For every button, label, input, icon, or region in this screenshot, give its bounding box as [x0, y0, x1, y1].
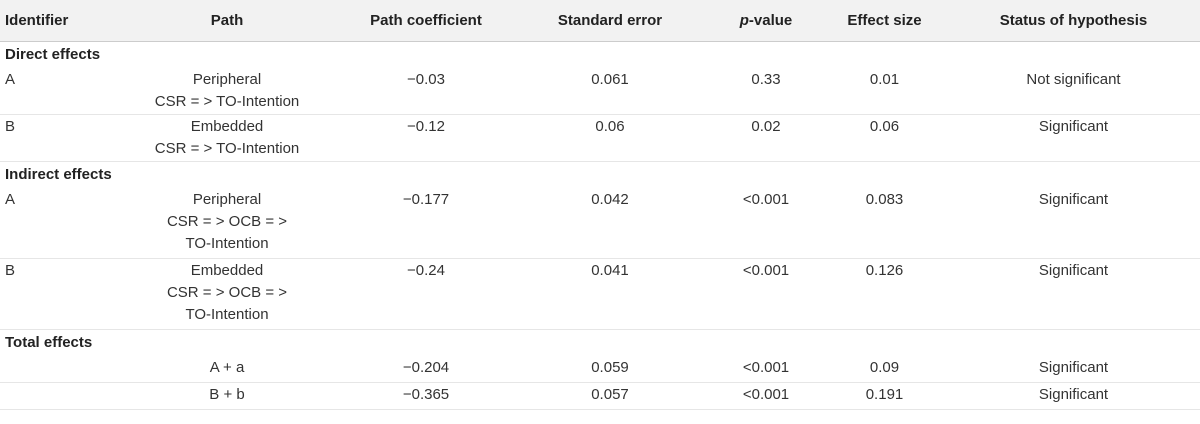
path-line: B + b [209, 386, 245, 403]
cell-standard-error: 0.042 [510, 188, 710, 259]
cell-standard-error: 0.061 [510, 68, 710, 115]
path-line: CSR = > OCB = > [166, 213, 288, 230]
cell-p-value: <0.001 [710, 382, 822, 410]
header-path: Path [112, 0, 342, 42]
section-row-indirect: Indirect effects [0, 162, 1200, 189]
cell-path-coefficient: −0.12 [342, 114, 510, 162]
table-row: B + b −0.365 0.057 <0.001 0.191 Signific… [0, 382, 1200, 410]
cell-identifier [0, 382, 112, 410]
header-standard-error: Standard error [510, 0, 710, 42]
cell-effect-size: 0.01 [822, 68, 947, 115]
header-p-value-rest: -value [748, 11, 793, 29]
section-row-total: Total effects [0, 330, 1200, 357]
table-row: A + a −0.204 0.059 <0.001 0.09 Significa… [0, 356, 1200, 383]
header-p-value-italic: p [739, 11, 749, 29]
cell-p-value: <0.001 [710, 356, 822, 383]
cell-effect-size: 0.06 [822, 114, 947, 162]
cell-path: Peripheral CSR = > OCB = > TO-Intention [112, 188, 342, 259]
table-row: A Peripheral CSR = > OCB = > TO-Intentio… [0, 188, 1200, 259]
cell-identifier: B [0, 114, 112, 162]
cell-effect-size: 0.083 [822, 188, 947, 259]
cell-p-value: 0.02 [710, 114, 822, 162]
cell-standard-error: 0.06 [510, 114, 710, 162]
path-line: TO-Intention [185, 235, 269, 252]
path-line: Embedded [190, 262, 264, 279]
path-line: CSR = > TO-Intention [154, 140, 300, 157]
cell-path: Embedded CSR = > OCB = > TO-Intention [112, 258, 342, 330]
table-row: A Peripheral CSR = > TO-Intention −0.03 … [0, 68, 1200, 115]
header-effect-size: Effect size [822, 0, 947, 42]
cell-p-value: <0.001 [710, 258, 822, 330]
cell-path-coefficient: −0.204 [342, 356, 510, 383]
cell-p-value: <0.001 [710, 188, 822, 259]
section-row-direct: Direct effects [0, 42, 1200, 69]
path-line: CSR = > OCB = > [166, 284, 288, 301]
path-line: Peripheral [192, 191, 262, 208]
table-row: B Embedded CSR = > OCB = > TO-Intention … [0, 258, 1200, 330]
cell-path: Peripheral CSR = > TO-Intention [112, 68, 342, 115]
cell-path: B + b [112, 382, 342, 410]
cell-path: Embedded CSR = > TO-Intention [112, 114, 342, 162]
cell-standard-error: 0.057 [510, 382, 710, 410]
section-title: Direct effects [5, 46, 101, 63]
cell-identifier: A [0, 188, 112, 259]
cell-path: A + a [112, 356, 342, 383]
cell-identifier: B [0, 258, 112, 330]
cell-effect-size: 0.09 [822, 356, 947, 383]
cell-path-coefficient: −0.177 [342, 188, 510, 259]
cell-effect-size: 0.126 [822, 258, 947, 330]
cell-identifier [0, 356, 112, 383]
cell-p-value: 0.33 [710, 68, 822, 115]
header-identifier: Identifier [0, 0, 112, 42]
table-row: B Embedded CSR = > TO-Intention −0.12 0.… [0, 114, 1200, 162]
cell-path-coefficient: −0.03 [342, 68, 510, 115]
cell-status: Not significant [947, 68, 1200, 115]
cell-status: Significant [947, 382, 1200, 410]
header-p-value: p-value [710, 0, 822, 42]
cell-path-coefficient: −0.365 [342, 382, 510, 410]
effects-table-container: Identifier Path Path coefficient Standar… [0, 0, 1200, 410]
cell-path-coefficient: −0.24 [342, 258, 510, 330]
effects-table: Identifier Path Path coefficient Standar… [0, 0, 1200, 410]
section-title: Total effects [5, 334, 93, 351]
path-line: CSR = > TO-Intention [154, 93, 300, 110]
table-body: Direct effects A Peripheral CSR = > TO-I… [0, 42, 1200, 410]
cell-status: Significant [947, 114, 1200, 162]
cell-status: Significant [947, 356, 1200, 383]
path-line: Peripheral [192, 71, 262, 88]
cell-status: Significant [947, 188, 1200, 259]
cell-identifier: A [0, 68, 112, 115]
cell-standard-error: 0.059 [510, 356, 710, 383]
path-line: TO-Intention [185, 306, 269, 323]
cell-standard-error: 0.041 [510, 258, 710, 330]
table-header: Identifier Path Path coefficient Standar… [0, 0, 1200, 42]
header-path-coefficient: Path coefficient [342, 0, 510, 42]
cell-effect-size: 0.191 [822, 382, 947, 410]
section-title: Indirect effects [5, 166, 112, 183]
path-line: Embedded [190, 118, 264, 135]
cell-status: Significant [947, 258, 1200, 330]
header-row: Identifier Path Path coefficient Standar… [0, 0, 1200, 42]
header-status: Status of hypothesis [947, 0, 1200, 42]
path-line: A + a [209, 359, 245, 376]
